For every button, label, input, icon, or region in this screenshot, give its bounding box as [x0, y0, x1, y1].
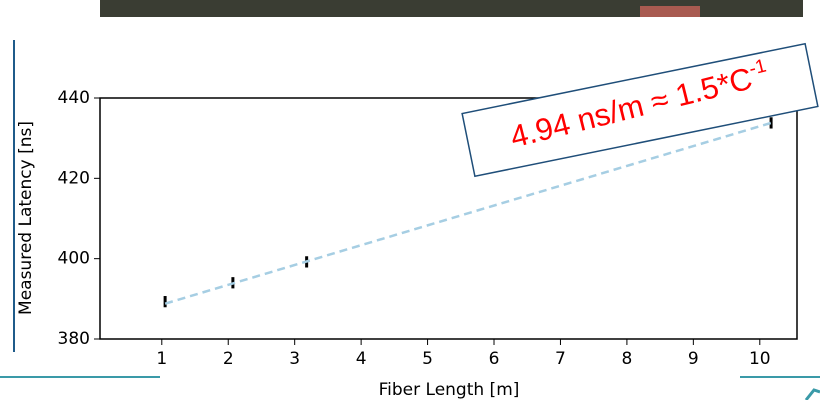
photo-strip	[100, 0, 803, 17]
x-tick-label: 8	[621, 349, 632, 369]
x-axis-label: Fiber Length [m]	[379, 380, 520, 400]
y-tick-label: 440	[58, 88, 90, 108]
annotation	[461, 42, 819, 178]
x-tick-label: 2	[223, 349, 234, 369]
plot: 380 400 420 440 1 2 3 4 5 6 7 8 9 10	[58, 88, 773, 369]
x-tick-label: 10	[749, 349, 771, 369]
plot-frame	[99, 97, 798, 340]
x-tick-label: 5	[422, 349, 433, 369]
y-tick-label: 420	[58, 168, 90, 188]
fit-line	[164, 121, 772, 305]
logo	[804, 388, 820, 400]
y-tick-label: 380	[58, 329, 90, 349]
x-tick-label: 3	[289, 349, 300, 369]
annotation-box	[461, 42, 819, 178]
annotation-superscript: -1	[747, 56, 768, 80]
x-tick-label: 6	[489, 349, 500, 369]
y-axis-label: Measured Latency [ns]	[16, 121, 36, 315]
x-tick-label: 7	[555, 349, 566, 369]
x-tick-label: 1	[156, 349, 167, 369]
photo-detail	[640, 6, 700, 17]
x-tick-label: 4	[356, 349, 367, 369]
y-tick-label: 400	[58, 249, 90, 269]
x-tick-label: 9	[688, 349, 699, 369]
